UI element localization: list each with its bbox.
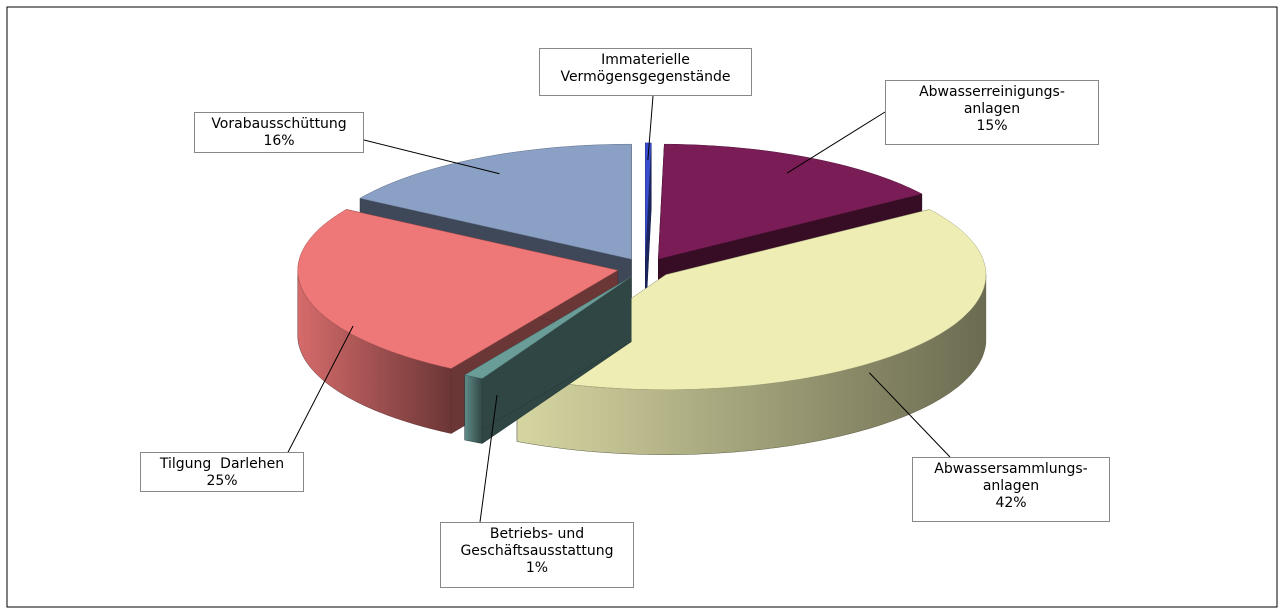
data-label: Abwassersammlungs- anlagen 42% [912,457,1110,522]
label-name: Tilgung Darlehen [159,456,285,472]
slice-wall [464,374,483,444]
leader-line [868,372,951,458]
label-name: Abwasserreinigungs- anlagen [919,84,1065,117]
chart-border [6,6,1278,608]
slice-top [645,142,652,258]
slice-top [464,276,632,379]
label-value: 16% [263,133,295,149]
label-value: 1% [525,560,549,576]
leader-line [647,95,654,161]
leader-line [786,111,886,174]
label-name: Immaterielle Vermögensgegenstände [560,52,731,85]
data-label: Tilgung Darlehen 25% [140,452,304,492]
label-value: 42% [995,495,1027,511]
data-label: Vorabausschüttung 16% [194,112,364,153]
slice-top [297,209,619,369]
slice [464,276,632,444]
leader-line [283,325,354,461]
label-name: Betriebs- und Geschäftsausstattung [460,526,614,559]
leader-line [363,139,500,175]
slice-top [516,209,987,390]
label-name: Abwassersammlungs- anlagen [934,461,1088,494]
slice-top [658,143,923,260]
data-label: Immaterielle Vermögensgegenstände [539,48,752,96]
slice [516,209,987,455]
label-value: 25% [206,473,238,489]
label-name: Vorabausschüttung [211,116,347,132]
leader-line [479,394,498,523]
data-label: Abwasserreinigungs- anlagen 15% [885,80,1099,145]
slice-top [359,143,632,260]
data-label: Betriebs- und Geschäftsausstattung 1% [440,522,634,588]
label-value: 15% [976,118,1008,134]
